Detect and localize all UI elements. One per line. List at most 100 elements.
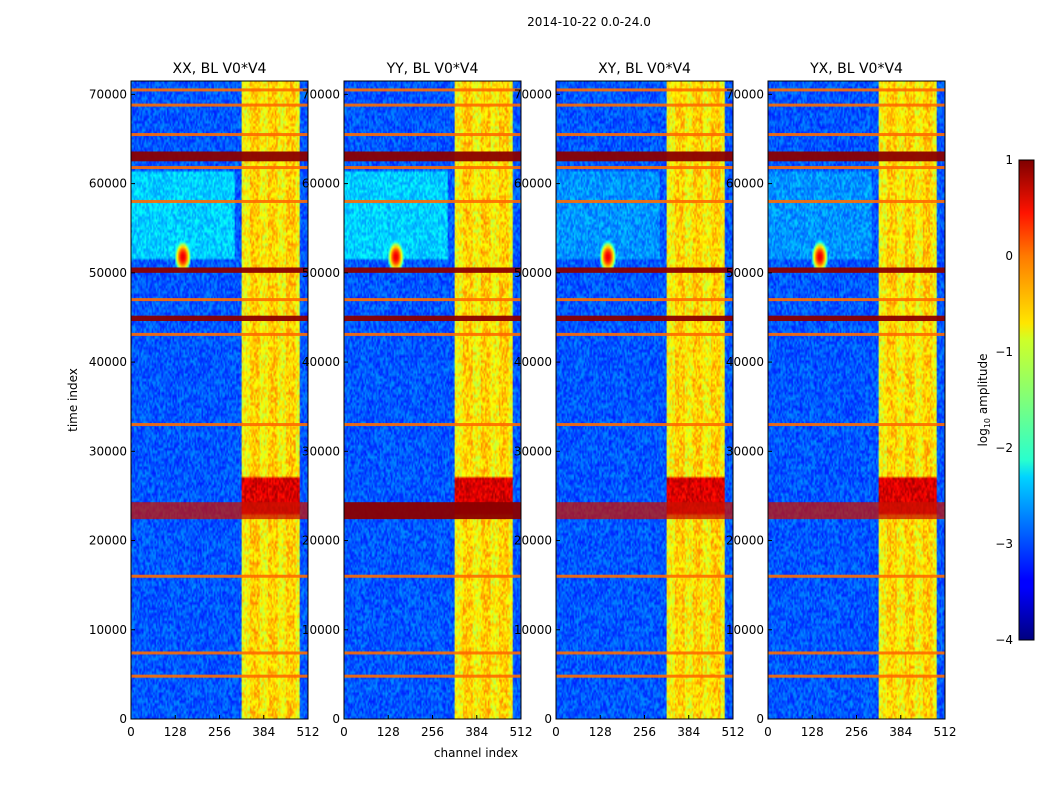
- orange-rfi-row: [768, 574, 945, 578]
- colorbar-tick-label: −4: [995, 633, 1013, 647]
- y-tick-label: 60000: [514, 177, 552, 191]
- orange-rfi-row: [556, 674, 733, 678]
- strong-rfi-row: [768, 151, 945, 162]
- colorbar-tick-label: 0: [1005, 249, 1013, 263]
- orange-rfi-row: [131, 88, 308, 92]
- strong-rfi-row: [131, 267, 308, 273]
- strong-rfi-row: [556, 502, 733, 520]
- strong-rfi-row: [131, 315, 308, 322]
- colorbar-tick-label: −3: [995, 537, 1013, 551]
- colorbar-label: log10 amplitude: [976, 354, 992, 447]
- orange-rfi-row: [131, 423, 308, 427]
- x-tick-label: 256: [845, 725, 868, 739]
- orange-rfi-row: [344, 423, 521, 427]
- strong-rfi-row: [131, 502, 308, 520]
- orange-rfi-row: [131, 574, 308, 578]
- x-tick-label: 384: [252, 725, 275, 739]
- y-tick-label: 20000: [514, 534, 552, 548]
- orange-rfi-row: [556, 423, 733, 427]
- panel-title: XX, BL V0*V4: [173, 61, 267, 77]
- y-tick-label: 0: [756, 712, 764, 726]
- y-tick-label: 40000: [302, 355, 340, 369]
- y-tick-label: 40000: [514, 355, 552, 369]
- orange-rfi-row: [344, 298, 521, 302]
- orange-rfi-row: [768, 298, 945, 302]
- strong-rfi-row: [768, 267, 945, 273]
- y-tick-label: 50000: [89, 266, 127, 280]
- x-tick-label: 256: [633, 725, 656, 739]
- colorbar-tick-label: −2: [995, 441, 1013, 455]
- y-tick-label: 10000: [726, 623, 764, 637]
- orange-rfi-row: [344, 103, 521, 107]
- y-tick-label: 50000: [514, 266, 552, 280]
- orange-rfi-row: [768, 332, 945, 336]
- x-tick-label: 384: [465, 725, 488, 739]
- y-tick-label: 10000: [302, 623, 340, 637]
- y-tick-label: 30000: [89, 444, 127, 458]
- orange-rfi-row: [768, 423, 945, 427]
- x-tick-label: 512: [934, 725, 957, 739]
- y-tick-label: 20000: [302, 534, 340, 548]
- orange-rfi-row: [556, 133, 733, 137]
- strong-rfi-row: [131, 151, 308, 162]
- y-tick-label: 50000: [302, 266, 340, 280]
- y-tick-label: 50000: [726, 266, 764, 280]
- x-axis-label: channel index: [434, 746, 518, 760]
- y-tick-label: 30000: [302, 444, 340, 458]
- strong-rfi-row: [344, 151, 521, 162]
- heatmap-image: [768, 81, 945, 719]
- strong-rfi-row: [556, 151, 733, 162]
- orange-rfi-row: [768, 199, 945, 203]
- panel-title: YX, BL V0*V4: [809, 61, 903, 77]
- y-tick-label: 0: [544, 712, 552, 726]
- x-tick-label: 0: [340, 725, 348, 739]
- colorbar-tick-label: 1: [1005, 153, 1013, 167]
- x-tick-label: 0: [127, 725, 135, 739]
- panel-xy: XY, BL V0*V4 0 128 256 384 512 0 10000 20000 3000…: [514, 61, 745, 739]
- x-tick-label: 0: [764, 725, 772, 739]
- orange-rfi-row: [344, 166, 521, 170]
- y-tick-label: 30000: [514, 444, 552, 458]
- orange-rfi-row: [131, 133, 308, 137]
- y-tick-label: 70000: [514, 87, 552, 101]
- orange-rfi-row: [768, 88, 945, 92]
- y-tick-label: 40000: [89, 355, 127, 369]
- orange-rfi-row: [344, 332, 521, 336]
- panel-yx: YX, BL V0*V4 0 128 256 384 512 0 10000 20000 3000…: [726, 61, 957, 739]
- orange-rfi-row: [344, 133, 521, 137]
- orange-rfi-row: [768, 674, 945, 678]
- x-tick-label: 128: [801, 725, 824, 739]
- orange-rfi-row: [556, 651, 733, 655]
- y-tick-label: 0: [332, 712, 340, 726]
- orange-rfi-row: [768, 651, 945, 655]
- strong-rfi-row: [344, 315, 521, 322]
- y-axis-label: time index: [66, 368, 80, 432]
- strong-rfi-row: [556, 315, 733, 322]
- panel-xx: XX, BL V0*V4 0 128 256 384 512 0 10000 20000 3000…: [89, 61, 320, 739]
- y-tick-label: 20000: [89, 534, 127, 548]
- y-tick-label: 10000: [89, 623, 127, 637]
- x-tick-label: 0: [552, 725, 560, 739]
- colorbar-ticks: 1 0 −1 −2 −3 −4: [995, 153, 1013, 647]
- colorbar-gradient: [1018, 159, 1035, 641]
- orange-rfi-row: [131, 166, 308, 170]
- orange-rfi-row: [768, 133, 945, 137]
- y-tick-label: 70000: [726, 87, 764, 101]
- orange-rfi-row: [768, 166, 945, 170]
- y-tick-label: 10000: [514, 623, 552, 637]
- orange-rfi-row: [556, 298, 733, 302]
- orange-rfi-row: [344, 651, 521, 655]
- heatmap-image: [131, 81, 308, 719]
- orange-rfi-row: [556, 103, 733, 107]
- y-tick-label: 70000: [89, 87, 127, 101]
- x-tick-label: 256: [208, 725, 231, 739]
- y-tick-label: 70000: [302, 87, 340, 101]
- panels: XX, BL V0*V4 0 128 256 384 512 0 10000 20000 3000…: [89, 61, 957, 739]
- strong-rfi-row: [768, 315, 945, 322]
- strong-rfi-row: [344, 502, 521, 520]
- colorbar: 1 0 −1 −2 −3 −4 log10 amplitude: [976, 153, 1035, 647]
- x-tick-label: 384: [677, 725, 700, 739]
- orange-rfi-row: [131, 332, 308, 336]
- y-tick-label: 40000: [726, 355, 764, 369]
